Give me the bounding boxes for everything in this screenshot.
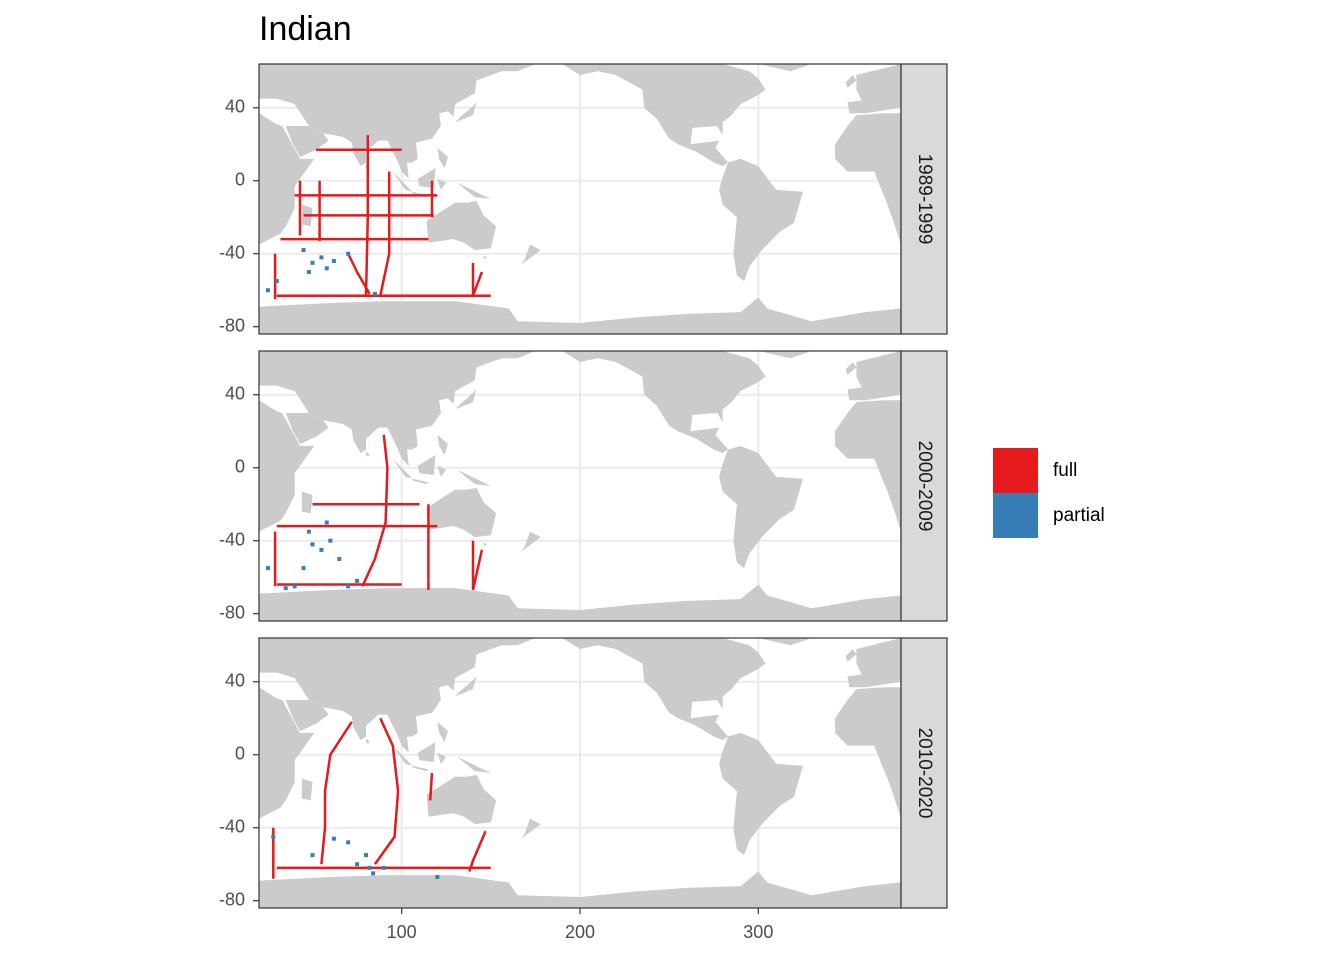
point-partial bbox=[371, 871, 376, 876]
x-tick-label: 200 bbox=[565, 922, 595, 942]
strip bbox=[900, 63, 948, 335]
point-partial bbox=[337, 556, 342, 561]
point-partial bbox=[301, 566, 306, 571]
point-partial bbox=[346, 584, 351, 589]
track-full bbox=[273, 434, 484, 591]
point-partial bbox=[331, 836, 336, 841]
track-full bbox=[273, 135, 491, 300]
point-partial bbox=[310, 542, 315, 547]
point-partial bbox=[364, 853, 368, 858]
legend-key bbox=[993, 448, 1038, 493]
y-tick-label: -40 bbox=[219, 242, 245, 262]
point-partial bbox=[355, 578, 360, 583]
point-partial bbox=[324, 520, 329, 525]
x-tick-label: 100 bbox=[387, 922, 417, 942]
y-tick-label: -80 bbox=[219, 889, 245, 909]
point-partial bbox=[310, 260, 315, 265]
strip-label: 2010-2020 bbox=[914, 728, 935, 819]
legend-label: partial bbox=[1053, 505, 1105, 526]
strip bbox=[900, 637, 948, 909]
point-partial bbox=[346, 251, 351, 256]
point-partial bbox=[331, 259, 336, 264]
panel: 2010-2020 40 0 -40 -80 100 200 300 bbox=[219, 637, 948, 942]
strip-label: 1989-1999 bbox=[914, 154, 935, 245]
point-partial bbox=[355, 862, 360, 867]
legend-key bbox=[993, 493, 1038, 538]
y-tick-label: 0 bbox=[235, 170, 245, 190]
point-partial bbox=[435, 874, 440, 879]
point-partial bbox=[301, 248, 306, 253]
legend-label: full bbox=[1053, 460, 1077, 481]
point-partial bbox=[283, 586, 288, 591]
y-tick-label: 0 bbox=[235, 457, 245, 477]
point-partial bbox=[328, 538, 333, 543]
panel: 2000-2009 40 0 -40 -80 bbox=[219, 350, 948, 622]
point-partial bbox=[265, 288, 270, 293]
y-tick-label: 0 bbox=[235, 744, 245, 764]
y-tick-label: -40 bbox=[219, 816, 245, 836]
point-partial bbox=[306, 529, 311, 534]
point-partial bbox=[367, 865, 372, 870]
point-partial bbox=[372, 291, 377, 296]
point-partial bbox=[265, 566, 270, 571]
y-tick-label: -80 bbox=[219, 602, 245, 622]
strip-label: 2000-2009 bbox=[914, 441, 935, 532]
point-partial bbox=[310, 853, 315, 858]
point-partial bbox=[346, 840, 351, 845]
panel: 1989-1999 40 0 -40 -80 bbox=[219, 63, 948, 335]
y-tick-label: 40 bbox=[225, 384, 245, 404]
point-partial bbox=[274, 279, 279, 284]
y-tick-label: 40 bbox=[225, 97, 245, 117]
point-partial bbox=[319, 547, 324, 552]
point-partial bbox=[381, 865, 386, 870]
y-tick-label: -40 bbox=[219, 529, 245, 549]
y-tick-label: 40 bbox=[225, 671, 245, 691]
strip bbox=[900, 350, 948, 622]
y-tick-label: -80 bbox=[219, 315, 245, 335]
chart-title: Indian bbox=[259, 10, 352, 48]
point-partial bbox=[292, 584, 297, 589]
point-partial bbox=[306, 269, 311, 274]
point-partial bbox=[319, 255, 324, 260]
point-partial bbox=[271, 834, 276, 839]
point-partial bbox=[324, 266, 329, 271]
x-tick-label: 300 bbox=[743, 922, 773, 942]
